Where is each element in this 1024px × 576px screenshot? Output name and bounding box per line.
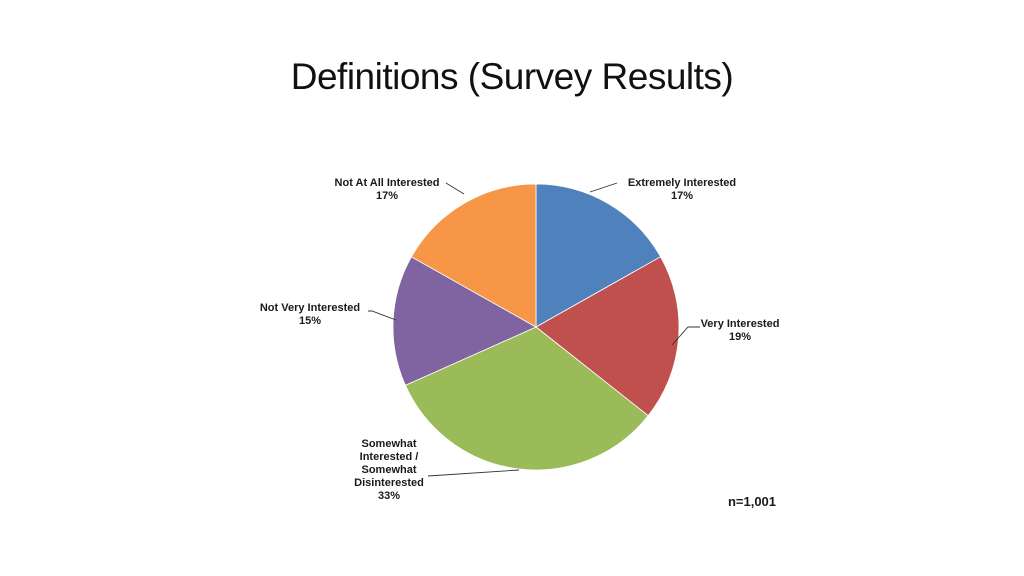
slice-category-label-2: Interested / (360, 451, 419, 463)
slice-category-label-2: Disinterested (354, 477, 424, 489)
pie-slices (392, 183, 680, 471)
pie-slice-4 (410, 183, 537, 328)
leader-lines (368, 182, 700, 477)
leader-line-3 (368, 310, 397, 321)
slice-value-label-2: 33% (378, 490, 400, 502)
slice-value-label-4: 17% (376, 190, 398, 202)
slice-category-label-0: Extremely Interested (628, 177, 736, 189)
pie-slice-0 (535, 183, 662, 328)
slice-value-label-0: 17% (671, 190, 693, 202)
leader-line-4 (445, 182, 465, 195)
leader-line-0 (589, 182, 618, 193)
sample-size-annotation: n=1,001 (728, 494, 776, 509)
pie-slice-3 (392, 256, 537, 386)
slice-category-label-2: Somewhat (361, 464, 416, 476)
slice-value-label-1: 19% (729, 331, 751, 343)
slice-category-label-1: Very Interested (701, 318, 780, 330)
leader-line-2 (427, 469, 520, 477)
slice-category-label-3: Not Very Interested (260, 302, 360, 314)
slide-title: Definitions (Survey Results) (290, 56, 734, 97)
leader-line-1 (671, 326, 700, 346)
slice-category-label-2: Somewhat (361, 438, 416, 450)
slice-category-label-4: Not At All Interested (335, 177, 440, 189)
slice-value-label-3: 15% (299, 315, 321, 327)
pie-slice-2 (404, 326, 649, 471)
